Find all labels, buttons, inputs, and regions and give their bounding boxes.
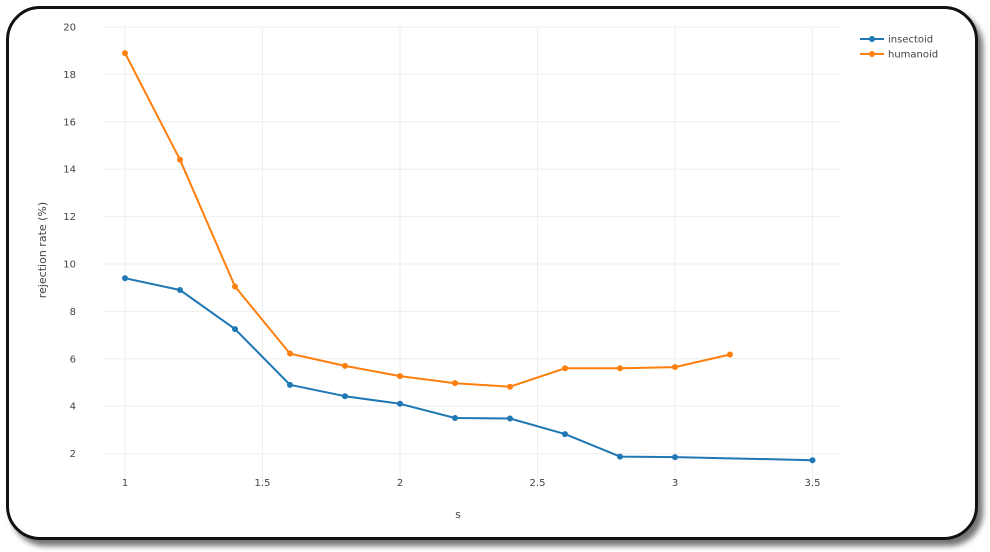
- y-axis-title: rejection rate (%): [36, 202, 49, 298]
- legend-item-insectoid[interactable]: insectoid: [860, 35, 933, 46]
- insectoid-point[interactable]: [397, 400, 403, 407]
- y-tick-label: 8: [70, 307, 76, 318]
- x-tick-label: 3.5: [805, 478, 821, 489]
- insectoid-point[interactable]: [507, 415, 513, 422]
- x-tick-label: 3: [672, 478, 678, 489]
- legend-swatch-marker: [869, 51, 875, 57]
- x-tick-label: 1: [122, 478, 128, 489]
- humanoid-point[interactable]: [672, 364, 678, 371]
- insectoid-point[interactable]: [672, 454, 678, 461]
- legend-label: insectoid: [888, 35, 933, 46]
- grid-lines: [103, 26, 840, 482]
- x-tick-label: 2.5: [530, 478, 546, 489]
- insectoid-point[interactable]: [562, 431, 568, 438]
- legend-item-humanoid[interactable]: humanoid: [860, 50, 938, 61]
- humanoid-line: [124, 52, 731, 388]
- humanoid-point[interactable]: [232, 283, 238, 290]
- y-tick-label: 6: [70, 354, 76, 365]
- insectoid-point[interactable]: [809, 457, 816, 464]
- humanoid-point[interactable]: [342, 362, 348, 369]
- series-insectoid: [122, 275, 816, 464]
- y-tick-label: 10: [63, 259, 76, 270]
- humanoid-point[interactable]: [287, 350, 293, 357]
- insectoid-point[interactable]: [232, 326, 238, 333]
- x-tick-label: 1.5: [255, 478, 271, 489]
- legend-label: humanoid: [888, 50, 938, 61]
- insectoid-point[interactable]: [452, 415, 458, 422]
- y-tick-label: 14: [63, 165, 76, 176]
- y-axis-ticks: 2 4 6 8 10 12 14 16 18 20: [63, 23, 76, 461]
- humanoid-point[interactable]: [397, 373, 403, 380]
- insectoid-line: [124, 277, 813, 462]
- x-axis-ticks: 1 1.5 2 2.5 3 3.5: [122, 478, 821, 489]
- humanoid-point[interactable]: [122, 50, 128, 57]
- y-tick-label: 20: [63, 23, 76, 34]
- insectoid-point[interactable]: [617, 453, 623, 460]
- x-tick-label: 2: [397, 478, 403, 489]
- y-tick-label: 2: [70, 449, 76, 460]
- humanoid-point[interactable]: [562, 365, 568, 372]
- humanoid-point[interactable]: [452, 380, 458, 387]
- series-humanoid: [122, 50, 733, 390]
- chart-frame: [6, 6, 978, 540]
- x-axis-title: s: [455, 508, 461, 521]
- insectoid-point[interactable]: [287, 381, 293, 388]
- humanoid-point[interactable]: [617, 365, 623, 372]
- humanoid-point[interactable]: [177, 156, 183, 163]
- humanoid-point[interactable]: [507, 383, 513, 390]
- insectoid-point[interactable]: [177, 287, 183, 294]
- y-tick-label: 18: [63, 70, 76, 81]
- humanoid-point[interactable]: [727, 351, 733, 358]
- insectoid-point[interactable]: [122, 275, 128, 282]
- series-layer: [122, 50, 816, 464]
- y-tick-label: 16: [63, 117, 76, 128]
- insectoid-point[interactable]: [342, 393, 348, 400]
- legend-swatch-marker: [869, 36, 875, 42]
- y-tick-label: 12: [63, 212, 76, 223]
- legend: insectoid humanoid: [860, 35, 938, 61]
- y-tick-label: 4: [70, 402, 76, 413]
